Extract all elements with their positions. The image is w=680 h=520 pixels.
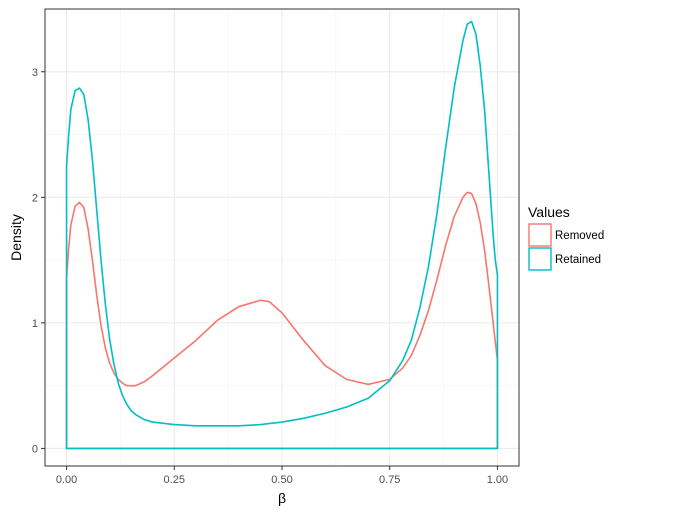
legend-key-retained (528, 247, 552, 271)
legend-title: Values (528, 204, 570, 220)
y-axis-ticks: 0 1 2 3 (32, 67, 45, 455)
legend-label-removed: Removed (555, 230, 604, 242)
density-curve-removed (65, 191, 499, 450)
x-tick-label: 0.50 (271, 474, 292, 486)
major-grid (45, 9, 519, 466)
y-axis-title: Density (8, 214, 24, 261)
x-tick-label: 0.75 (379, 474, 400, 486)
x-axis-ticks: 0.00 0.25 0.50 0.75 1.00 (56, 466, 508, 486)
y-tick-label: 2 (32, 192, 38, 204)
y-tick-label: 1 (32, 318, 38, 330)
series-layer (65, 20, 499, 450)
y-tick-label: 3 (32, 67, 38, 79)
x-axis-title: β (278, 490, 286, 506)
legend-key-removed (528, 223, 552, 247)
legend: Values Removed Retained (528, 204, 604, 271)
density-curve-retained (65, 20, 499, 450)
legend-label-retained: Retained (555, 254, 601, 266)
x-tick-label: 0.00 (56, 474, 77, 486)
x-tick-label: 1.00 (487, 474, 508, 486)
y-tick-label: 0 (32, 443, 38, 455)
x-tick-label: 0.25 (164, 474, 185, 486)
